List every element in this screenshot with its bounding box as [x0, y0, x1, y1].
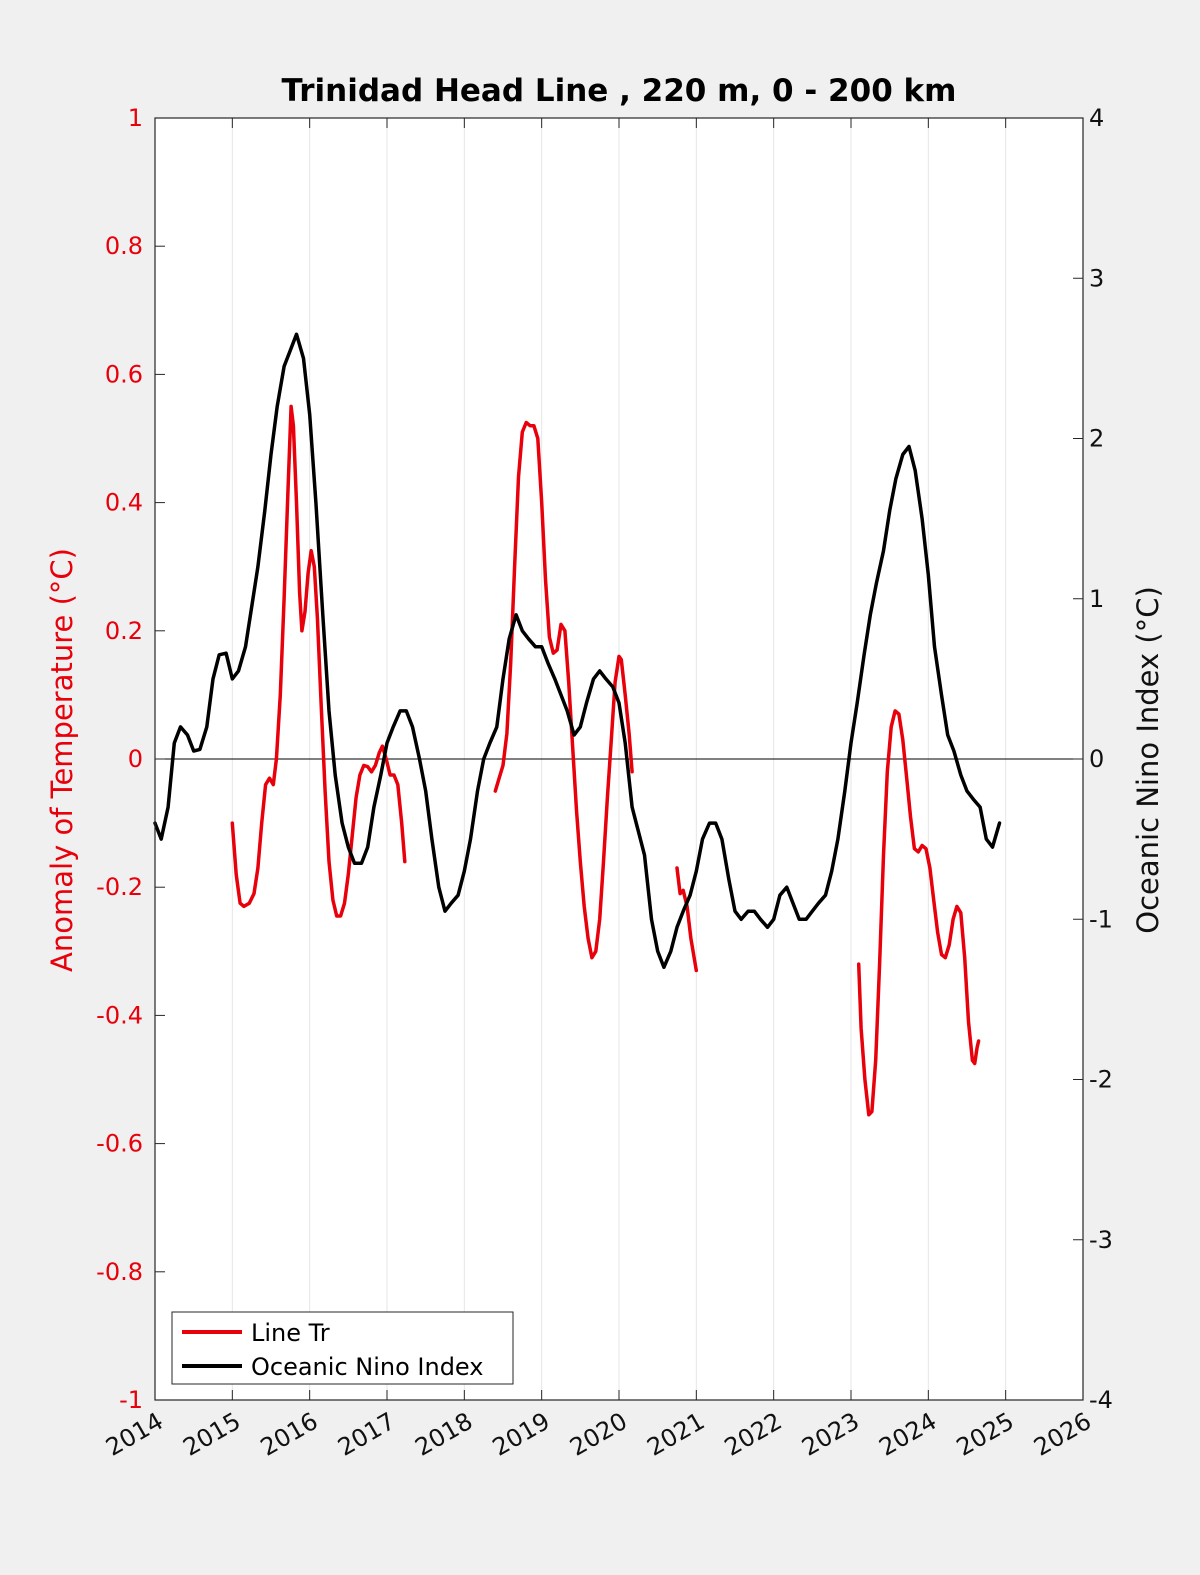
y-tick-label: -0.6: [96, 1130, 143, 1158]
x-tick-label: 2015: [178, 1407, 245, 1462]
oceanic-nino-index-series: [153, 332, 1002, 970]
y-tick-label: -1: [119, 1386, 143, 1414]
x-tick-label: 2024: [874, 1407, 941, 1462]
y2-tick-label: 3: [1089, 264, 1104, 292]
y-axis-label: Anomaly of Temperature (°C): [45, 548, 79, 972]
x-tick-label: 2025: [952, 1407, 1019, 1462]
x-tick-label: 2020: [565, 1407, 632, 1462]
x-tick-label: 2014: [101, 1407, 168, 1462]
axis-ticks: [154, 117, 1084, 1401]
x-tick-label: 2021: [642, 1407, 709, 1462]
y-tick-label: 1: [128, 104, 143, 132]
legend-label-oni: Oceanic Nino Index: [251, 1353, 483, 1381]
y-tick-label: 0.2: [105, 617, 143, 645]
x-tick-label: 2023: [797, 1407, 864, 1462]
chart-title: Trinidad Head Line , 220 m, 0 - 200 km: [282, 73, 957, 109]
y-tick-label: 0: [128, 745, 143, 773]
y2-tick-label: 4: [1089, 104, 1104, 132]
series-layer: [153, 332, 1002, 1117]
y2-tick-label: 0: [1089, 745, 1104, 773]
x-tick-label: 2018: [410, 1407, 477, 1462]
y-tick-label: 0.6: [105, 360, 143, 388]
legend-box: [171, 1311, 514, 1385]
line-tr-series: [675, 866, 699, 973]
x-tick-label: 2026: [1029, 1407, 1096, 1462]
y2-axis-label: Oceanic Nino Index (°C): [1131, 586, 1165, 934]
y-tick-label: -0.4: [96, 1001, 143, 1029]
y-tick-label: 0.8: [105, 232, 143, 260]
y2-tick-label: 1: [1089, 585, 1104, 613]
x-tick-label: 2022: [720, 1407, 787, 1462]
line-tr-series: [856, 709, 981, 1117]
y-tick-label: -0.8: [96, 1258, 143, 1286]
x-tick-label: 2017: [333, 1407, 400, 1462]
y2-tick-label: 2: [1089, 425, 1104, 453]
y2-tick-label: -4: [1089, 1386, 1113, 1414]
legend-label-line-tr: Line Tr: [251, 1319, 330, 1347]
y-tick-label: -0.2: [96, 873, 143, 901]
line-tr-series: [230, 404, 407, 918]
legend: Line Tr Oceanic Nino Index: [171, 1311, 514, 1385]
y-tick-label: 0.4: [105, 489, 143, 517]
x-tick-label: 2019: [488, 1407, 555, 1462]
x-tick-label: 2016: [256, 1407, 323, 1462]
y2-tick-label: -2: [1089, 1066, 1113, 1094]
line-tr-series: [493, 420, 634, 960]
y2-tick-label: -3: [1089, 1226, 1113, 1254]
y2-tick-label: -1: [1089, 905, 1113, 933]
